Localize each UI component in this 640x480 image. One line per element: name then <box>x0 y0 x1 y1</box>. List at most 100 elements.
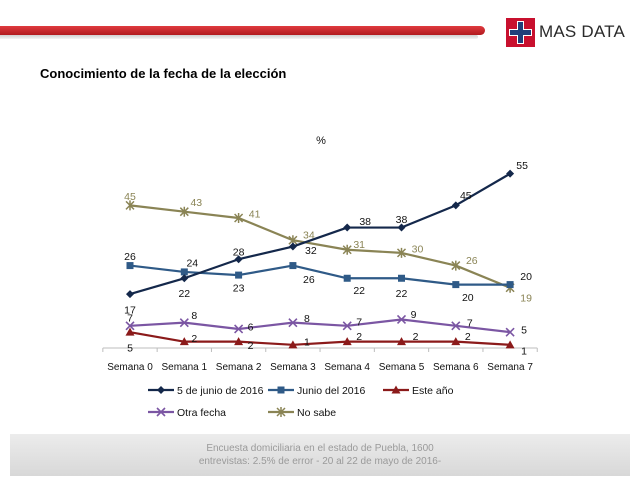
header-shadow-bar <box>0 35 478 39</box>
series-1-label-6: 20 <box>462 292 474 304</box>
series-4-label-6: 26 <box>466 255 478 267</box>
series-3-label-2: 6 <box>248 321 254 333</box>
x-tick-label-7: Semana 7 <box>487 362 533 373</box>
x-tick-label-5: Semana 5 <box>379 362 425 373</box>
series-1-point-3 <box>289 262 297 270</box>
x-tick-label-2: Semana 2 <box>216 362 262 373</box>
series-3-label-7: 5 <box>521 325 527 337</box>
series-2-label-0: 5 <box>127 343 133 355</box>
series-3-point-7 <box>505 327 515 337</box>
series-3-point-1 <box>179 318 189 328</box>
series-4-label-1: 43 <box>190 197 202 209</box>
legend-marker-0 <box>157 386 165 394</box>
brand-logo: MAS DATA <box>505 16 630 50</box>
unit-label: % <box>316 135 326 147</box>
footer: Encuesta domiciliaria en el estado de Pu… <box>10 434 630 476</box>
legend-label-1: Junio del 2016 <box>297 385 365 397</box>
series-4-point-2 <box>234 213 244 224</box>
series-0-label-5: 38 <box>396 214 408 226</box>
series-3-point-4 <box>342 321 352 331</box>
series-1-label-3: 26 <box>303 274 315 286</box>
series-1-label-5: 22 <box>396 288 408 300</box>
series-2-point-4 <box>342 337 352 346</box>
legend-marker-4 <box>276 407 286 417</box>
legend-label-4: No sabe <box>297 407 336 419</box>
series-4-label-5: 30 <box>412 243 424 255</box>
series-0-label-2: 28 <box>233 247 245 259</box>
series-4-label-7: 19 <box>520 292 532 304</box>
x-tick-label-0: Semana 0 <box>107 362 153 373</box>
series-line-3 <box>129 318 511 334</box>
series-2-point-6 <box>451 337 461 346</box>
series-1-label-7: 20 <box>520 271 532 283</box>
x-tick-label-6: Semana 6 <box>433 362 479 373</box>
series-0-label-3: 32 <box>305 245 317 257</box>
series-3-label-4: 7 <box>356 316 362 328</box>
series-4-point-1 <box>179 206 189 217</box>
series-1-point-4 <box>343 274 351 282</box>
series-2-label-2: 2 <box>248 340 254 352</box>
series-3-point-0 <box>125 321 135 331</box>
series-3-label-6: 7 <box>467 317 473 329</box>
series-0-point-1 <box>180 274 189 283</box>
series-1-label-2: 23 <box>233 283 245 295</box>
series-4-point-0 <box>125 200 135 211</box>
series-1-label-4: 22 <box>353 285 365 297</box>
series-0-point-4 <box>343 223 352 232</box>
series-2-point-2 <box>234 337 244 346</box>
x-tick-label-3: Semana 3 <box>270 362 316 373</box>
series-0-label-4: 38 <box>359 216 371 228</box>
series-2-label-6: 2 <box>465 331 471 343</box>
line-chart: % Semana 0 Semana 1 Semana 2 Semana 3 Semana … <box>102 135 538 419</box>
series-line-0 <box>129 172 511 296</box>
legend-marker-3 <box>156 407 166 417</box>
series-2-point-0 <box>125 327 135 336</box>
series-2-point-5 <box>397 337 406 346</box>
legend-label-3: Otra fecha <box>177 407 226 419</box>
series-2-label-7: 1 <box>521 345 527 357</box>
series-3-label-0: 7 <box>127 312 133 324</box>
series-0-point-6 <box>451 201 460 210</box>
series-line-1 <box>129 264 511 286</box>
x-tick-label-4: Semana 4 <box>324 362 370 373</box>
series-3-point-5 <box>396 314 407 325</box>
series-4-label-4: 31 <box>353 239 365 251</box>
series-0-point-3 <box>288 242 297 251</box>
series-4-point-4 <box>342 244 352 255</box>
series-3-point-6 <box>451 321 461 331</box>
series-2-point-7 <box>505 340 515 349</box>
series-2-label-1: 2 <box>191 333 197 345</box>
series-1-point-1 <box>180 268 188 276</box>
series-3-point-3 <box>288 318 298 328</box>
series-3-label-5: 9 <box>411 309 417 321</box>
logo-text: MAS DATA <box>539 22 625 41</box>
series-0-label-7: 55 <box>516 160 528 172</box>
series-3-point-2 <box>234 324 244 334</box>
page-title: Conocimiento de la fecha de la elección <box>40 66 287 81</box>
series-0-point-5 <box>397 223 406 232</box>
legend-label-2: Este año <box>412 385 454 397</box>
series-2-label-3: 1 <box>304 336 310 348</box>
legend-label-0: 5 de junio de 2016 <box>177 385 264 397</box>
series-4-label-0: 45 <box>124 191 136 203</box>
series-1-point-6 <box>452 281 460 289</box>
series-3-label-1: 8 <box>191 310 197 322</box>
series-4-label-2: 41 <box>249 209 261 221</box>
series-0-label-0: 17 <box>124 305 136 317</box>
series-3-label-3: 8 <box>304 313 310 325</box>
series-2-point-1 <box>179 337 189 346</box>
series-1-label-0: 26 <box>124 251 136 263</box>
series-line-2 <box>129 331 511 346</box>
series-1-label-1: 24 <box>186 257 198 269</box>
legend-marker-1 <box>277 386 285 394</box>
series-0-point-0 <box>126 290 134 299</box>
series-0-point-2 <box>234 255 243 264</box>
medical-cross-icon <box>506 18 535 47</box>
legend-marker-2 <box>391 385 401 394</box>
footer-note-line-1: Encuesta domiciliaria en el estado de Pu… <box>206 443 434 454</box>
series-4-point-6 <box>451 260 461 271</box>
series-2-label-4: 2 <box>356 331 362 343</box>
series-2-point-3 <box>288 340 298 349</box>
series-1-point-2 <box>235 271 243 279</box>
series-1-point-5 <box>398 274 405 282</box>
